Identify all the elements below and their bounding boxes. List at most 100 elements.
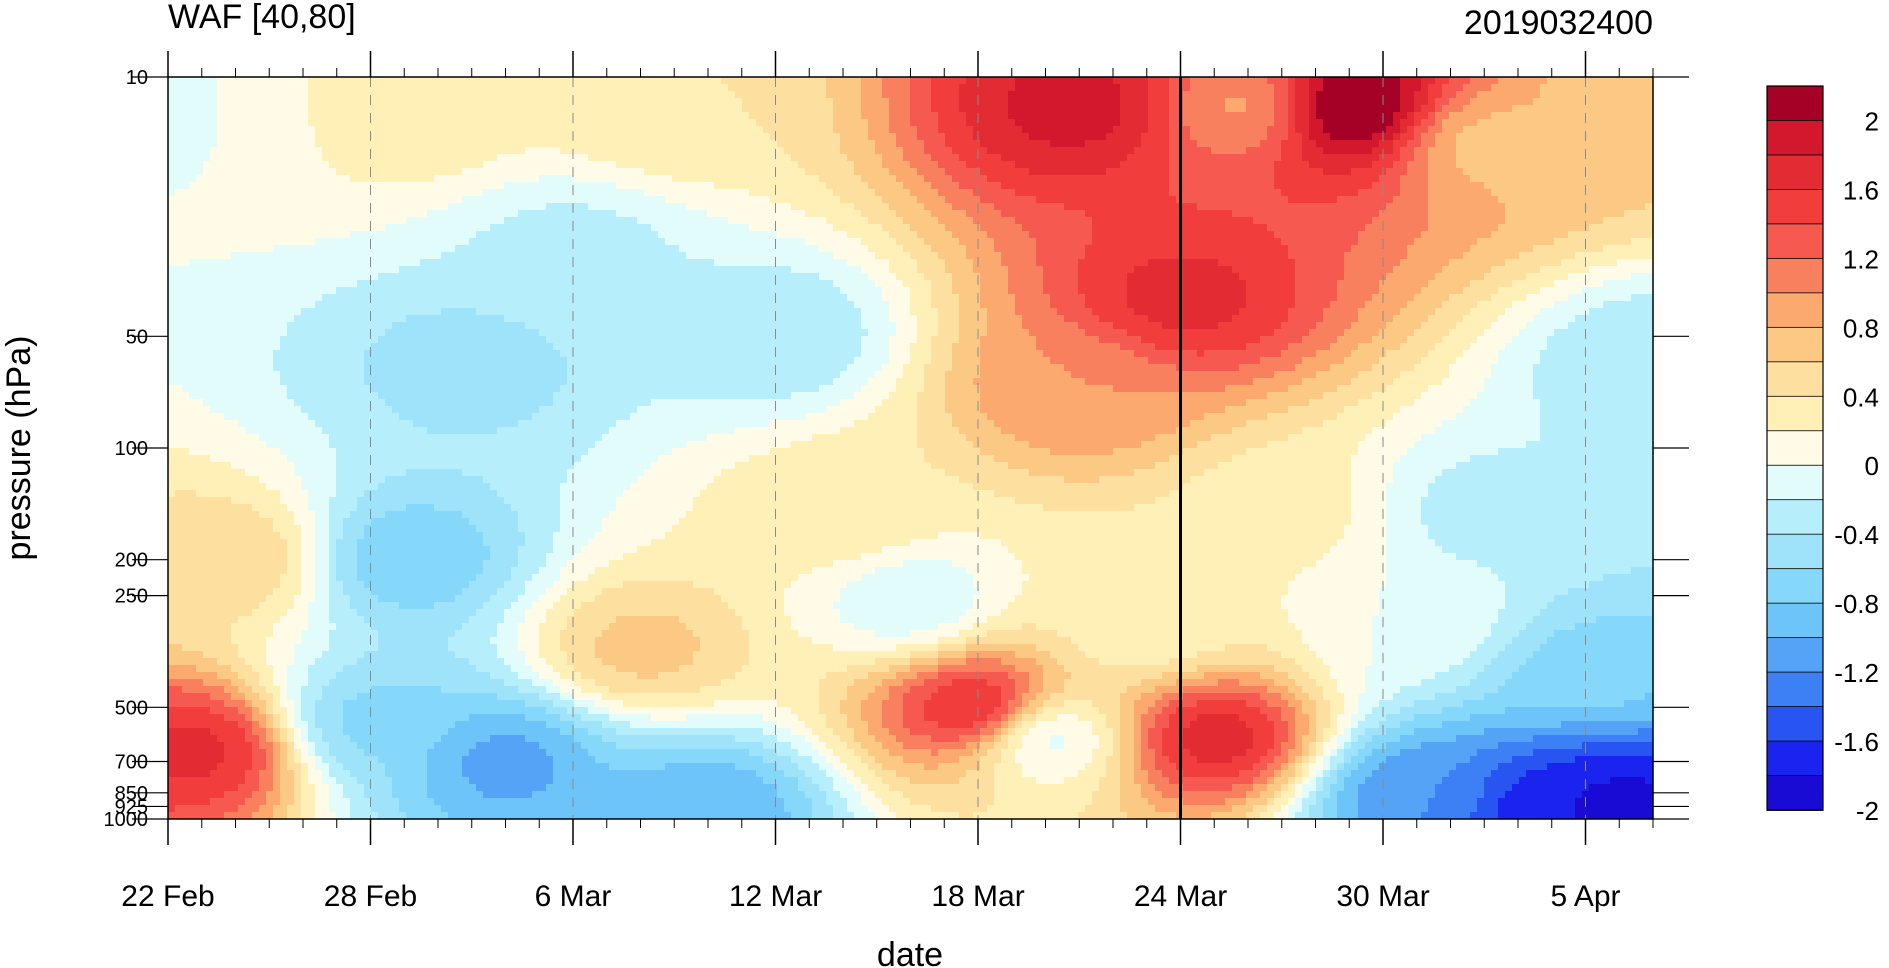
contour-cell	[574, 119, 582, 127]
contour-cell	[672, 224, 680, 232]
contour-cell	[735, 210, 743, 218]
contour-cell	[1526, 168, 1534, 176]
contour-cell	[1008, 182, 1016, 190]
contour-cell	[308, 105, 316, 113]
contour-cell	[693, 161, 701, 169]
contour-cell	[742, 161, 750, 169]
contour-cell	[728, 133, 736, 141]
contour-cell	[1162, 98, 1170, 106]
contour-cell	[1253, 231, 1261, 239]
contour-cell	[315, 161, 323, 169]
contour-cell	[168, 98, 176, 106]
contour-cell	[693, 105, 701, 113]
contour-cell	[1400, 105, 1408, 113]
contour-cell	[203, 140, 211, 148]
contour-cell	[1316, 105, 1324, 113]
contour-cell	[1372, 217, 1380, 225]
contour-cell	[903, 154, 911, 162]
contour-cell	[1204, 154, 1212, 162]
contour-cell	[868, 105, 876, 113]
contour-cell	[1260, 119, 1268, 127]
contour-cell	[1050, 189, 1058, 197]
contour-cell	[406, 224, 414, 232]
contour-cell	[630, 91, 638, 99]
contour-cell	[952, 217, 960, 225]
contour-cell	[644, 238, 652, 246]
contour-cell	[434, 175, 442, 183]
contour-cell	[196, 98, 204, 106]
contour-cell	[931, 84, 939, 92]
contour-cell	[1547, 217, 1555, 225]
contour-cell	[1365, 140, 1373, 148]
contour-cell	[266, 112, 274, 120]
contour-cell	[560, 126, 568, 134]
contour-cell	[1120, 161, 1128, 169]
contour-cell	[826, 119, 834, 127]
contour-cell	[427, 105, 435, 113]
contour-cell	[301, 91, 309, 99]
contour-cell	[1106, 224, 1114, 232]
contour-cell	[1456, 91, 1464, 99]
contour-cell	[1547, 147, 1555, 155]
contour-cell	[833, 154, 841, 162]
contour-cell	[1043, 133, 1051, 141]
contour-cell	[357, 224, 365, 232]
contour-cell	[497, 91, 505, 99]
contour-cell	[980, 98, 988, 106]
contour-cell	[392, 161, 400, 169]
contour-cell	[1309, 196, 1317, 204]
contour-cell	[1281, 210, 1289, 218]
contour-cell	[1442, 154, 1450, 162]
contour-cell	[1281, 224, 1289, 232]
contour-cell	[476, 140, 484, 148]
contour-cell	[959, 203, 967, 211]
contour-cell	[224, 231, 232, 239]
contour-cell	[203, 168, 211, 176]
contour-cell	[707, 238, 715, 246]
contour-cell	[1449, 210, 1457, 218]
contour-cell	[791, 231, 799, 239]
contour-cell	[1015, 140, 1023, 148]
contour-cell	[945, 161, 953, 169]
contour-cell	[1001, 140, 1009, 148]
contour-cell	[980, 217, 988, 225]
contour-cell	[1365, 196, 1373, 204]
contour-cell	[1470, 119, 1478, 127]
contour-cell	[714, 126, 722, 134]
contour-cell	[357, 217, 365, 225]
contour-cell	[427, 175, 435, 183]
contour-cell	[462, 105, 470, 113]
contour-cell	[287, 98, 295, 106]
contour-cell	[1106, 210, 1114, 218]
contour-cell	[1365, 168, 1373, 176]
contour-cell	[1505, 126, 1513, 134]
contour-cell	[819, 112, 827, 120]
contour-cell	[1596, 91, 1604, 99]
contour-cell	[588, 126, 596, 134]
contour-cell	[1008, 196, 1016, 204]
contour-cell	[546, 112, 554, 120]
contour-cell	[518, 140, 526, 148]
contour-cell	[1064, 196, 1072, 204]
contour-cell	[322, 126, 330, 134]
contour-cell	[1484, 161, 1492, 169]
contour-cell	[1239, 189, 1247, 197]
contour-cell	[1316, 133, 1324, 141]
contour-cell	[742, 210, 750, 218]
contour-cell	[952, 182, 960, 190]
contour-cell	[539, 238, 547, 246]
contour-cell	[791, 154, 799, 162]
contour-cell	[343, 161, 351, 169]
contour-cell	[1344, 189, 1352, 197]
contour-cell	[784, 119, 792, 127]
contour-cell	[308, 217, 316, 225]
contour-cell	[427, 140, 435, 148]
contour-cell	[1288, 140, 1296, 148]
contour-cell	[595, 126, 603, 134]
contour-cell	[511, 217, 519, 225]
contour-cell	[399, 168, 407, 176]
contour-cell	[651, 112, 659, 120]
contour-cell	[1169, 126, 1177, 134]
contour-cell	[1001, 182, 1009, 190]
contour-cell	[889, 119, 897, 127]
